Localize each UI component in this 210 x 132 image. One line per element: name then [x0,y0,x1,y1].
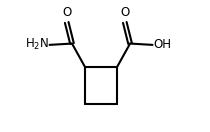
Text: OH: OH [153,38,171,51]
Text: H$_2$N: H$_2$N [25,37,49,52]
Text: O: O [62,6,71,19]
Text: O: O [120,6,129,19]
